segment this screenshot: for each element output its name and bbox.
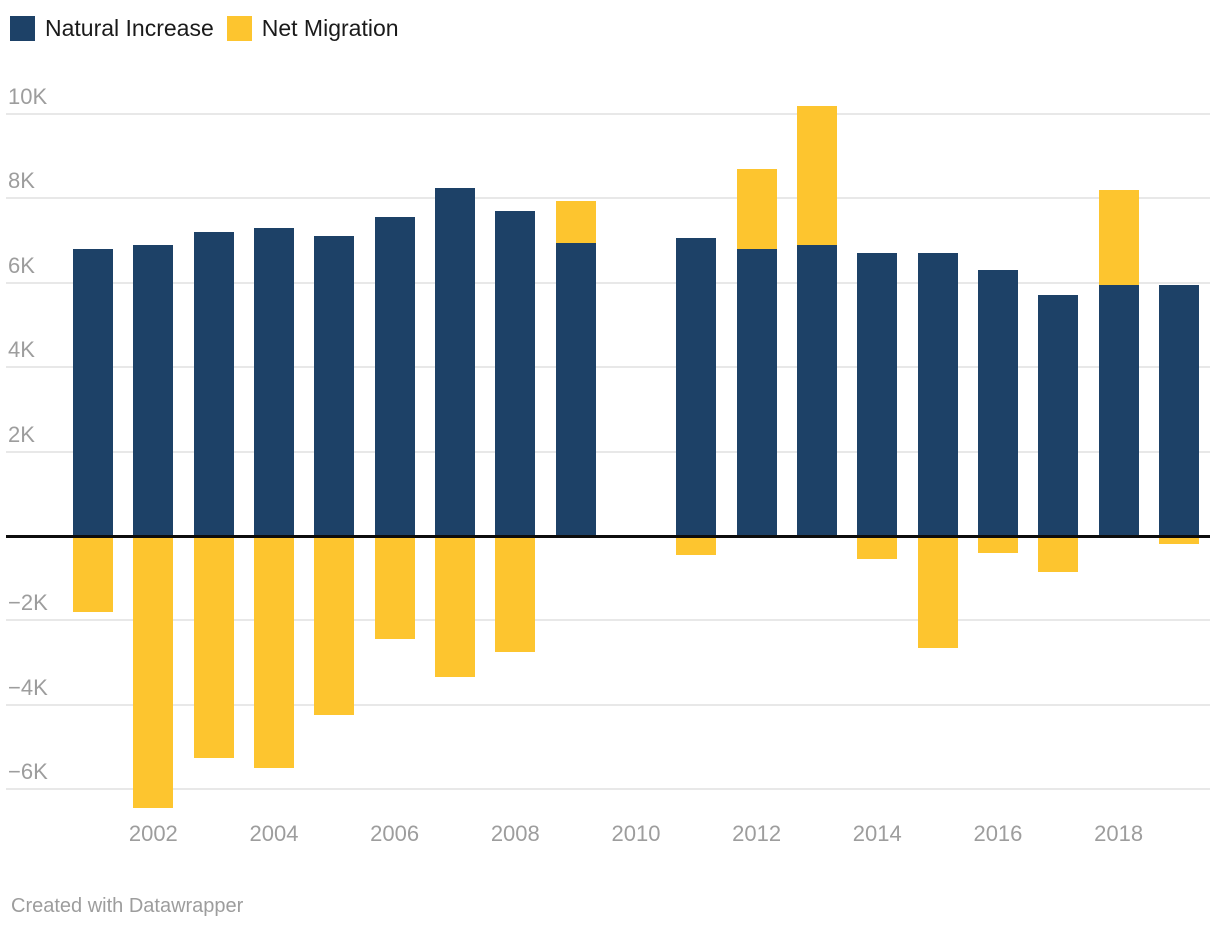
bar-net-migration-2018[interactable] xyxy=(1098,189,1139,285)
bar-net-migration-2019[interactable] xyxy=(1158,536,1199,545)
bar-net-migration-2008[interactable] xyxy=(495,536,536,653)
bar-net-migration-2016[interactable] xyxy=(977,536,1018,553)
bar-net-migration-2007[interactable] xyxy=(434,536,475,678)
bar-natural-increase-2018[interactable] xyxy=(1098,284,1139,536)
gridline-4K xyxy=(6,366,1210,369)
bar-natural-increase-2004[interactable] xyxy=(253,227,294,536)
y-axis-label-−6K: −6K xyxy=(8,759,48,785)
legend-label-net-migration: Net Migration xyxy=(261,15,399,41)
gridline-−2K xyxy=(6,619,1210,622)
gridline-−6K xyxy=(6,788,1210,791)
x-axis-label-2018: 2018 xyxy=(1094,821,1144,846)
legend-label-natural-increase: Natural Increase xyxy=(45,15,214,41)
legend-item-net-migration: Net Migration xyxy=(226,14,399,42)
legend-swatch-net-migration-icon xyxy=(226,15,252,41)
bar-net-migration-2011[interactable] xyxy=(676,536,717,555)
bar-natural-increase-2001[interactable] xyxy=(73,249,113,536)
bar-natural-increase-2002[interactable] xyxy=(133,244,174,536)
y-axis-label-8K: 8K xyxy=(8,168,35,194)
legend-swatch-natural-increase-icon xyxy=(10,15,35,41)
bar-net-migration-2001[interactable] xyxy=(73,536,113,612)
bar-natural-increase-2005[interactable] xyxy=(314,236,355,536)
x-axis-label-2016: 2016 xyxy=(973,821,1023,846)
chart-legend: Natural Increase Net Migration xyxy=(10,14,399,42)
x-axis-label-2002: 2002 xyxy=(128,821,178,846)
bar-natural-increase-2009[interactable] xyxy=(555,242,596,536)
x-axis-label-2008: 2008 xyxy=(490,821,540,846)
legend-item-natural-increase: Natural Increase xyxy=(10,14,214,42)
bar-natural-increase-2017[interactable] xyxy=(1038,295,1079,536)
datawrapper-attribution[interactable]: Created with Datawrapper xyxy=(11,895,244,917)
bar-natural-increase-2007[interactable] xyxy=(434,187,475,536)
gridline-−4K xyxy=(6,703,1210,706)
gridline-6K xyxy=(6,281,1210,284)
zero-baseline xyxy=(6,534,1210,538)
gridline-10K xyxy=(6,113,1210,115)
bar-net-migration-2002[interactable] xyxy=(133,536,174,809)
x-axis-label-2012: 2012 xyxy=(732,821,782,846)
bar-natural-increase-2014[interactable] xyxy=(857,253,898,536)
bar-natural-increase-2015[interactable] xyxy=(917,253,958,536)
bar-natural-increase-2011[interactable] xyxy=(676,238,717,536)
bar-natural-increase-2013[interactable] xyxy=(796,244,837,536)
bar-net-migration-2003[interactable] xyxy=(193,536,234,758)
x-axis-label-2004: 2004 xyxy=(249,821,299,846)
bar-net-migration-2013[interactable] xyxy=(796,105,837,245)
bar-net-migration-2012[interactable] xyxy=(736,168,777,250)
bar-natural-increase-2008[interactable] xyxy=(495,211,536,536)
bar-net-migration-2004[interactable] xyxy=(253,536,294,769)
y-axis-label-6K: 6K xyxy=(8,252,35,278)
gridline-2K xyxy=(6,450,1210,453)
bar-natural-increase-2019[interactable] xyxy=(1158,284,1199,536)
bar-net-migration-2017[interactable] xyxy=(1038,536,1079,572)
bar-net-migration-2015[interactable] xyxy=(917,536,958,648)
x-axis-label-2014: 2014 xyxy=(852,821,902,846)
y-axis-label-2K: 2K xyxy=(8,421,35,447)
bar-net-migration-2009[interactable] xyxy=(555,200,596,243)
bar-net-migration-2014[interactable] xyxy=(857,536,898,560)
y-axis-label-4K: 4K xyxy=(8,337,35,363)
y-axis-label-−4K: −4K xyxy=(8,674,48,700)
bar-net-migration-2006[interactable] xyxy=(374,536,415,640)
bar-net-migration-2005[interactable] xyxy=(314,536,355,716)
bar-natural-increase-2003[interactable] xyxy=(193,232,234,536)
gridline-8K xyxy=(6,197,1210,200)
bar-natural-increase-2016[interactable] xyxy=(977,270,1018,536)
bar-natural-increase-2006[interactable] xyxy=(374,217,415,536)
y-axis-label-10K: 10K xyxy=(8,84,48,109)
y-axis-label-−2K: −2K xyxy=(8,590,48,616)
bar-natural-increase-2012[interactable] xyxy=(736,249,777,536)
x-axis-label-2010: 2010 xyxy=(611,821,661,846)
x-axis-label-2006: 2006 xyxy=(370,821,420,846)
